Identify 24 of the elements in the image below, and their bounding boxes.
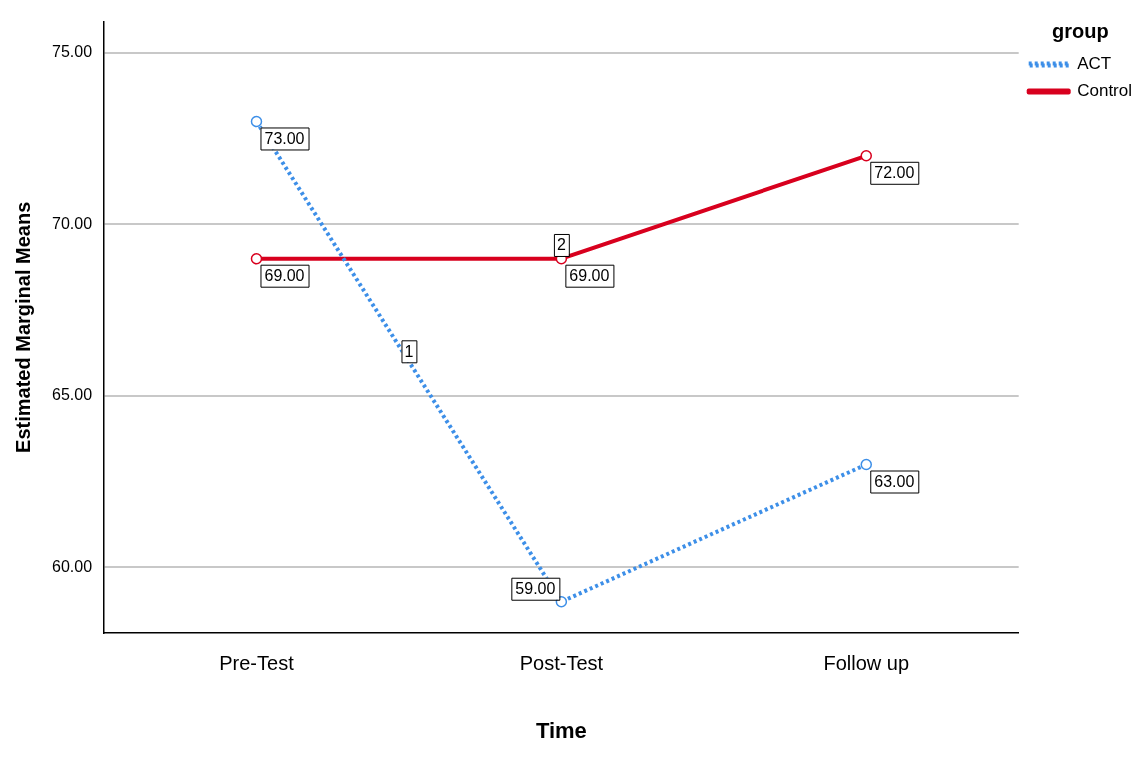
x-axis-title: Time	[535, 717, 587, 743]
y-tick-label: 60.00	[51, 557, 93, 575]
data-label: 69.00	[569, 267, 610, 285]
annotation: 1	[404, 342, 414, 360]
y-tick-label: 70.00	[51, 214, 93, 232]
data-label: 69.00	[264, 267, 305, 285]
y-tick-label: 65.00	[51, 386, 93, 404]
legend-title: group	[1052, 19, 1109, 42]
data-label: 59.00	[515, 580, 556, 598]
point	[250, 252, 263, 265]
data-label: 73.00	[264, 129, 305, 147]
point	[860, 458, 873, 471]
data-label: 72.00	[874, 164, 915, 182]
x-tick-label: Pre-Test	[219, 652, 295, 675]
data-label: 63.00	[874, 472, 915, 490]
y-tick-label: 75.00	[51, 43, 93, 61]
legend-label: Control	[1077, 81, 1133, 101]
point	[250, 115, 263, 128]
x-tick-label: Follow up	[823, 652, 910, 675]
x-tick-label: Post-Test	[519, 652, 604, 675]
legend-label: ACT	[1077, 54, 1112, 74]
y-axis-title: Estimated Marginal Means	[11, 201, 34, 453]
point	[860, 150, 873, 162]
annotation: 2	[556, 236, 566, 254]
